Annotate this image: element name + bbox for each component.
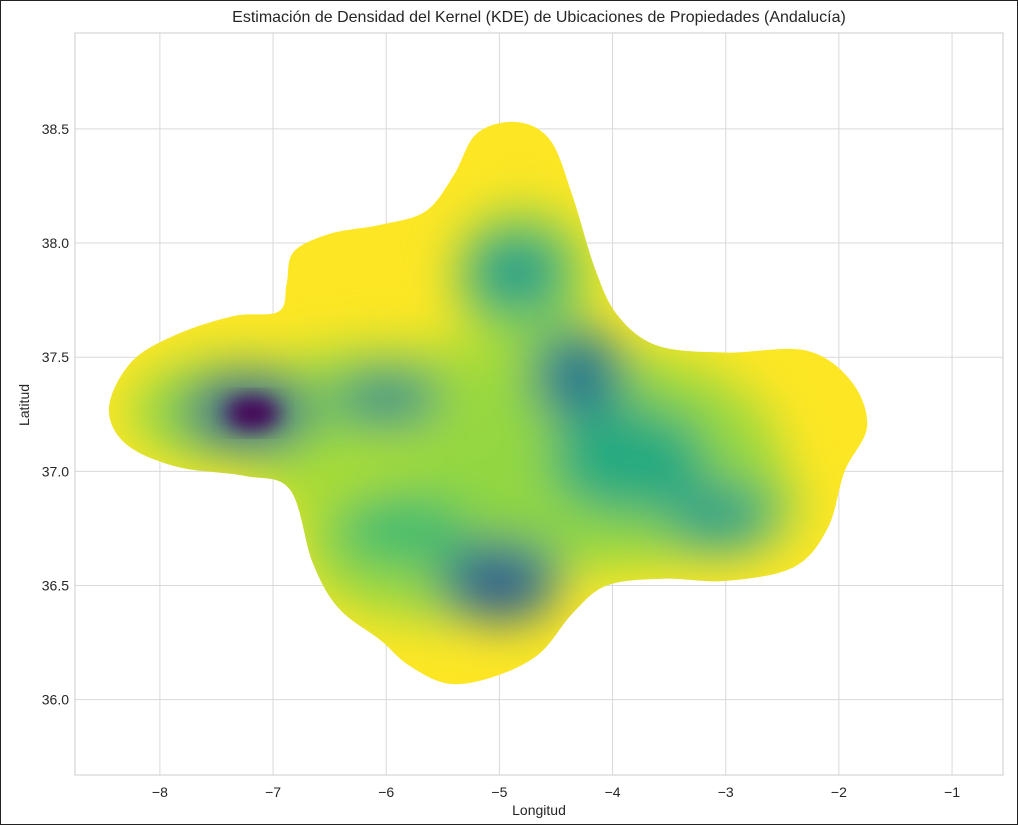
kde-peak-southwest	[338, 494, 469, 567]
kde-core-center	[558, 355, 599, 396]
kde-peak-southeast	[665, 482, 776, 553]
y-tick-label: 38.0	[42, 235, 69, 251]
chart-title: Estimación de Densidad del Kernel (KDE) …	[232, 9, 846, 26]
x-tick-label: −2	[831, 784, 847, 800]
x-tick-label: −5	[491, 784, 507, 800]
y-tick-label: 37.5	[42, 349, 69, 365]
x-tick-label: −7	[265, 784, 281, 800]
y-tick-label: 36.0	[42, 692, 69, 708]
kde-peak-north	[468, 232, 565, 313]
kde-peak-west-mid	[331, 370, 442, 427]
x-tick-labels: −8 −7 −6 −5 −4 −3 −2 −1	[152, 784, 960, 800]
kde-peak-core	[226, 397, 279, 430]
y-axis-label: Latitud	[16, 383, 32, 427]
kde-density-fill	[108, 121, 868, 685]
x-tick-label: −6	[378, 784, 394, 800]
x-axis-label: Longitud	[512, 802, 566, 818]
plot-frame	[74, 32, 1004, 776]
x-tick-label: −3	[718, 784, 734, 800]
kde-ridge-east	[549, 404, 710, 515]
kde-core-south	[469, 565, 526, 606]
x-tick-label: −1	[944, 784, 960, 800]
y-tick-label: 38.5	[42, 121, 69, 137]
y-tick-label: 37.0	[42, 463, 69, 479]
x-tick-label: −4	[605, 784, 621, 800]
y-tick-labels: 36.0 36.5 37.0 37.5 38.0 38.5	[42, 121, 69, 708]
y-tick-label: 36.5	[42, 578, 69, 594]
x-tick-label: −8	[152, 784, 168, 800]
